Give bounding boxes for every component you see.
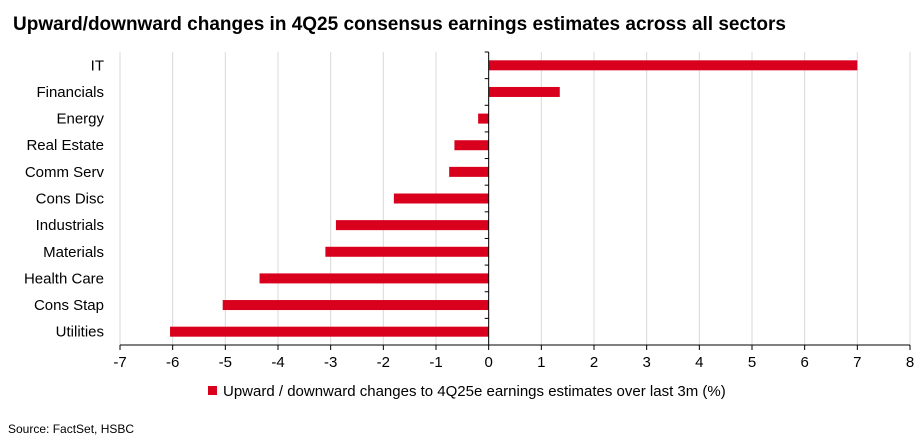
category-label: IT — [91, 57, 104, 74]
x-tick-labels: -7 -6 -5 -4 -3 -2 -1 0 1 2 3 4 5 6 7 8 — [113, 354, 914, 371]
x-tick-label: 0 — [484, 354, 492, 371]
legend-label: Upward / downward changes to 4Q25e earni… — [223, 383, 726, 400]
bar — [449, 166, 489, 177]
category-label: Energy — [56, 111, 104, 128]
chart-title: Upward/downward changes in 4Q25 consensu… — [13, 14, 786, 35]
bar — [393, 193, 489, 204]
x-tick-label: -3 — [324, 354, 337, 371]
x-tick-label: 3 — [642, 354, 650, 371]
x-tick-label: -5 — [219, 354, 232, 371]
legend-swatch — [208, 386, 217, 395]
source-note: Source: FactSet, HSBC — [8, 422, 135, 436]
bar — [454, 140, 489, 151]
bar — [259, 273, 489, 284]
gridlines — [119, 52, 911, 345]
x-tick-label: -1 — [429, 354, 442, 371]
category-label: Utilities — [56, 324, 104, 341]
category-label: Industrials — [36, 217, 104, 234]
category-label: Cons Disc — [36, 191, 105, 208]
bar — [488, 60, 858, 71]
bar — [222, 300, 489, 311]
x-tick-label: 5 — [748, 354, 756, 371]
category-label: Comm Serv — [25, 164, 105, 181]
x-tick-label: -4 — [271, 354, 284, 371]
category-label: Real Estate — [26, 137, 104, 154]
category-label: Cons Stap — [34, 297, 104, 314]
category-label: Materials — [43, 244, 104, 261]
category-label: Financials — [36, 84, 104, 101]
x-tick-label: 7 — [853, 354, 861, 371]
axes — [119, 51, 911, 350]
category-label: Health Care — [24, 270, 104, 287]
x-tick-label: 1 — [537, 354, 545, 371]
x-tick-label: 4 — [695, 354, 703, 371]
x-tick-label: 2 — [590, 354, 598, 371]
x-tick-label: 8 — [906, 354, 914, 371]
x-tick-label: -2 — [377, 354, 390, 371]
bar — [488, 86, 560, 97]
bar — [335, 220, 489, 231]
legend: Upward / downward changes to 4Q25e earni… — [208, 383, 726, 400]
x-tick-label: 6 — [800, 354, 808, 371]
bar — [170, 326, 489, 337]
x-tick-label: -7 — [113, 354, 126, 371]
bar — [478, 113, 489, 124]
x-tick-label: -6 — [166, 354, 179, 371]
bar — [325, 246, 489, 257]
bars — [170, 60, 858, 337]
category-labels: IT Financials Energy Real Estate Comm Serv Co… — [24, 57, 105, 340]
